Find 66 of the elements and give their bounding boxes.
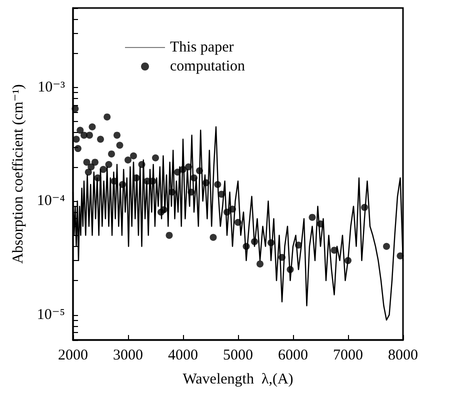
point [84,168,92,176]
x-tick-label: 6000 [278,348,308,364]
point [278,254,286,261]
point [97,136,104,143]
point [105,160,112,168]
point [188,188,195,196]
point [214,181,222,188]
x-tick-label: 2000 [58,348,88,364]
y-tick-label: 10⁻³ [38,79,66,96]
y-tick-label: 10⁻⁴ [36,193,65,210]
point [180,166,186,173]
point [114,132,120,139]
point [104,113,111,120]
y-tick-label: 10⁻⁵ [36,306,65,323]
point [83,158,90,166]
point [119,181,126,188]
point [242,242,250,250]
point [330,246,338,254]
x-tick-label: 8000 [388,348,418,364]
point [88,163,95,170]
point [202,179,210,186]
point [361,204,368,211]
point [196,167,203,174]
point [74,145,82,152]
point [185,163,192,170]
point [224,208,230,216]
point [396,252,404,260]
x-tick-label: 7000 [333,348,363,364]
point [130,152,137,160]
legend-label: This paper [170,40,234,56]
point [218,190,225,198]
point [72,136,80,143]
point [88,123,96,130]
point [108,150,115,158]
point [72,105,79,112]
point [295,242,302,249]
point [86,132,93,139]
point [210,234,217,241]
point [152,154,159,162]
point [234,218,242,226]
point [160,206,168,214]
point [383,242,390,250]
legend-label: computation [170,58,246,74]
point [166,232,173,239]
y-axis-title: Absorption coefficient (cm⁻¹) [10,84,26,264]
point [92,158,98,166]
point [168,188,176,196]
x-tick-label: 4000 [168,348,198,364]
point [344,257,352,264]
point [138,160,146,168]
point [256,260,264,268]
point [94,174,102,182]
point [190,174,198,182]
point [286,266,294,274]
x-tick-label: 5000 [223,348,253,364]
point [251,238,258,246]
point [76,126,84,134]
point [174,168,181,176]
point [229,206,236,213]
x-tick-label: 3000 [113,348,143,364]
point [124,156,132,164]
point [100,166,107,173]
point [268,239,274,246]
x-axis-title: Wavelength λ,(A) [182,372,294,388]
point [308,214,316,221]
point [116,142,124,149]
